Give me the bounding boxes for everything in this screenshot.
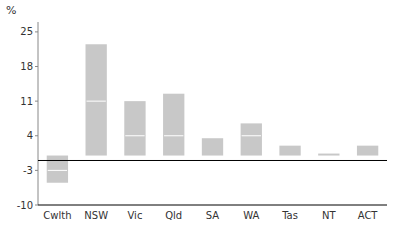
x-tick-label: SA	[206, 210, 220, 221]
y-tick-label: 11	[20, 96, 33, 107]
y-tick	[35, 101, 38, 102]
y-tick	[35, 31, 38, 32]
x-axis-line	[38, 205, 387, 206]
x-tick-label: Cwlth	[43, 210, 71, 221]
y-tick-label: -3	[23, 165, 33, 176]
divider	[125, 135, 144, 136]
chart: -10 -3 4 11 18 25% Cwlth NSW Vic Qld SA WA Tas NT ACT	[0, 0, 397, 227]
x-tick-label: WA	[243, 210, 259, 221]
bar	[86, 44, 107, 155]
x-tick-label: Vic	[127, 210, 142, 221]
x-tick-label: NSW	[84, 210, 108, 221]
y-tick	[35, 205, 38, 206]
x-tick-label: Tas	[281, 210, 298, 221]
x-tick-label: NT	[322, 210, 336, 221]
bar	[357, 146, 378, 156]
divider	[48, 170, 67, 171]
y-tick	[35, 66, 38, 67]
y-tick-label: 4	[27, 130, 33, 141]
bar	[318, 154, 339, 156]
bar	[279, 146, 300, 156]
bar	[163, 94, 184, 156]
y-tick-label: 18	[20, 61, 33, 72]
divider	[242, 135, 261, 136]
reference-line	[38, 160, 387, 161]
bar	[47, 156, 68, 183]
bar	[124, 101, 145, 155]
divider	[87, 101, 106, 102]
bar	[241, 123, 262, 155]
y-axis-label: %	[6, 4, 16, 17]
x-tick-label: ACT	[358, 210, 379, 221]
y-tick-label: 25	[20, 26, 33, 37]
y-axis-line	[38, 22, 39, 205]
x-tick-label: Qld	[165, 210, 182, 221]
y-tick-label: -10	[17, 200, 33, 211]
bar	[202, 138, 223, 155]
divider	[164, 135, 183, 136]
y-tick	[35, 170, 38, 171]
bars	[38, 44, 387, 182]
y-tick	[35, 135, 38, 136]
